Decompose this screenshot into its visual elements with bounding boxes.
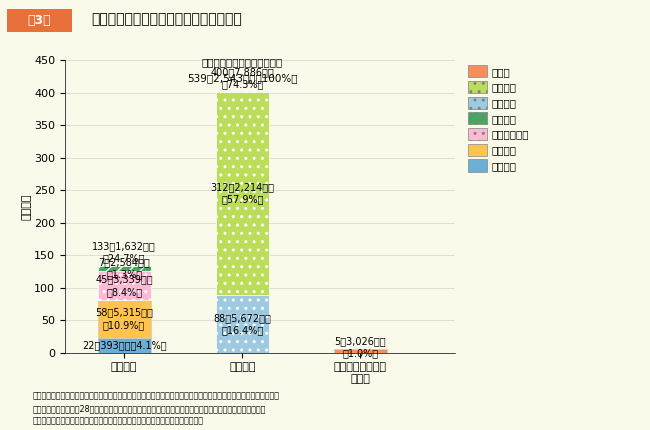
Bar (334, 349, 387, 353)
Text: 539兆2,543億円（100%）: 539兆2,543億円（100%） (187, 73, 298, 83)
Bar (98, 270, 151, 300)
Text: 第3図: 第3図 (27, 14, 51, 27)
Text: 国内総生産（支出側、名目）: 国内総生産（支出側、名目） (202, 57, 283, 67)
Text: 5兆3,026億円
（1.0%）: 5兆3,026億円 （1.0%） (335, 336, 386, 359)
Text: 88兆5,672億円
（16.4%）: 88兆5,672億円 （16.4%） (213, 313, 271, 335)
Bar (98, 338, 151, 353)
Text: 国内総生産（支出側、名目）と地方財政: 国内総生産（支出側、名目）と地方財政 (91, 12, 242, 26)
Text: 7兆2,584億円
（1.3%）: 7兆2,584億円 （1.3%） (98, 257, 150, 280)
Text: 400兆7,886億円
（74.3%）: 400兆7,886億円 （74.3%） (211, 67, 274, 89)
Bar (98, 266, 151, 270)
Bar (216, 92, 269, 295)
Bar (98, 300, 151, 338)
Text: 133兆1,632億円
（24.7%）: 133兆1,632億円 （24.7%） (92, 241, 156, 263)
Text: 45兆3,339億円
（8.4%）: 45兆3,339億円 （8.4%） (96, 274, 153, 297)
Legend: 純輸出, 家計部門, 企業部門, 公的企業, 社会保障基金, 地方政府, 中央政府: 純輸出, 家計部門, 企業部門, 公的企業, 社会保障基金, 地方政府, 中央政… (468, 65, 530, 172)
Text: 312兆2,214億円
（57.9%）: 312兆2,214億円 （57.9%） (210, 182, 274, 205)
Text: （注）「国民経済計算（内閣府経済社会総合研究所調べ）」による数値及びそれを基に総務省において算出した数値
である。なお、「平成28年度国民経済計算年次推計」に基: （注）「国民経済計算（内閣府経済社会総合研究所調べ）」による数値及びそれを基に総… (32, 392, 280, 426)
Text: 22兆393億円（4.1%）: 22兆393億円（4.1%） (82, 341, 166, 350)
Y-axis label: （兆円）: （兆円） (21, 193, 31, 220)
Text: 58兆5,315億円
（10.9%）: 58兆5,315億円 （10.9%） (95, 307, 153, 330)
Bar (216, 295, 269, 353)
